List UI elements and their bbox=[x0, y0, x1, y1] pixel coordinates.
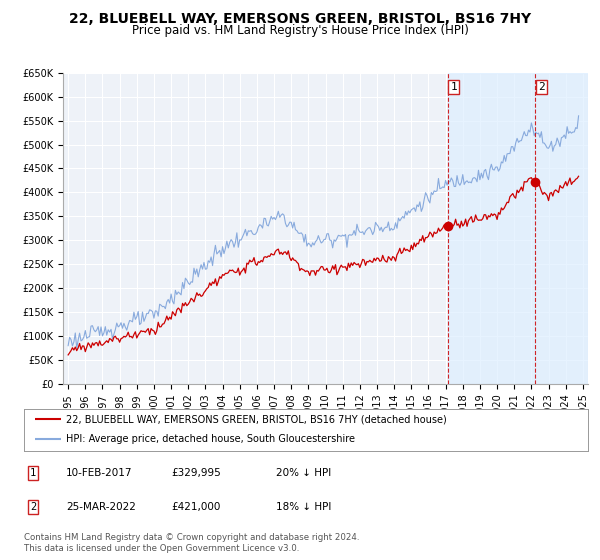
Text: £421,000: £421,000 bbox=[171, 502, 220, 512]
Text: 25-MAR-2022: 25-MAR-2022 bbox=[66, 502, 136, 512]
Text: Price paid vs. HM Land Registry's House Price Index (HPI): Price paid vs. HM Land Registry's House … bbox=[131, 24, 469, 37]
Text: Contains HM Land Registry data © Crown copyright and database right 2024.
This d: Contains HM Land Registry data © Crown c… bbox=[24, 533, 359, 553]
Text: 1: 1 bbox=[30, 468, 36, 478]
Text: HPI: Average price, detached house, South Gloucestershire: HPI: Average price, detached house, Sout… bbox=[66, 434, 355, 444]
Bar bbox=[448, 73, 588, 384]
Text: 2: 2 bbox=[538, 82, 545, 92]
Text: 18% ↓ HPI: 18% ↓ HPI bbox=[276, 502, 331, 512]
Text: 10-FEB-2017: 10-FEB-2017 bbox=[66, 468, 133, 478]
Text: £329,995: £329,995 bbox=[171, 468, 221, 478]
Text: 22, BLUEBELL WAY, EMERSONS GREEN, BRISTOL, BS16 7HY: 22, BLUEBELL WAY, EMERSONS GREEN, BRISTO… bbox=[69, 12, 531, 26]
Text: 20% ↓ HPI: 20% ↓ HPI bbox=[276, 468, 331, 478]
Text: 1: 1 bbox=[450, 82, 457, 92]
Text: 2: 2 bbox=[30, 502, 36, 512]
Text: 22, BLUEBELL WAY, EMERSONS GREEN, BRISTOL, BS16 7HY (detached house): 22, BLUEBELL WAY, EMERSONS GREEN, BRISTO… bbox=[66, 414, 447, 424]
